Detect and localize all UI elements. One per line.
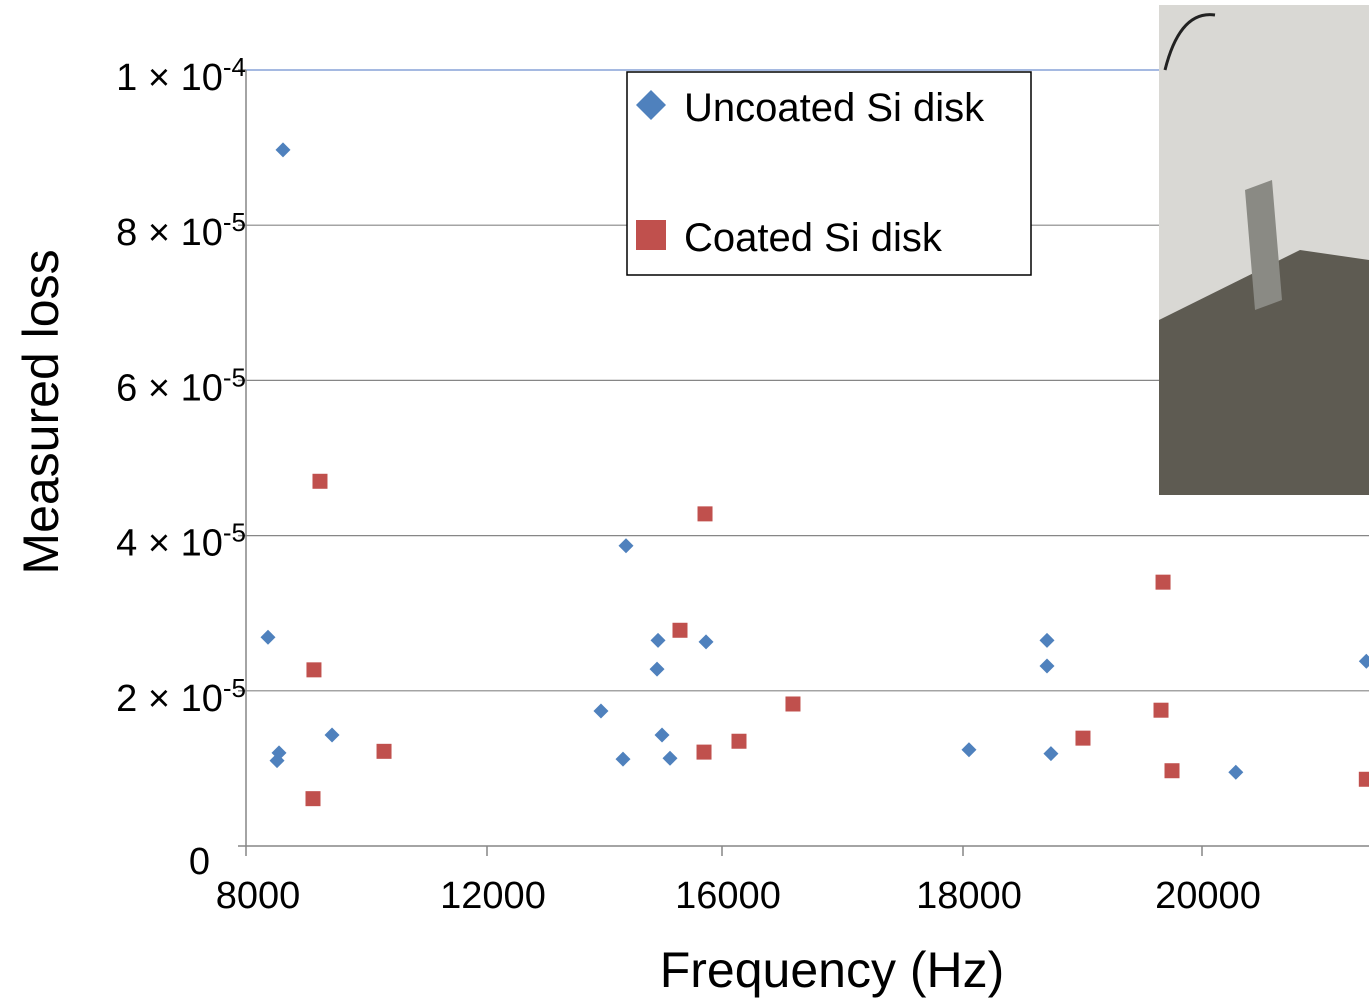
x-tick-label: 18000: [916, 875, 1022, 917]
x-tick-label: 8000: [216, 875, 301, 917]
legend-label: Uncoated Si disk: [684, 86, 985, 130]
legend: Uncoated Si disk Coated Si disk: [626, 71, 1032, 276]
point: [1039, 632, 1055, 648]
point: [731, 733, 747, 749]
point: [1358, 653, 1369, 669]
x-tick-label: 12000: [440, 875, 546, 917]
photo-block: [1159, 250, 1369, 495]
point: [662, 750, 678, 766]
legend-marker: [636, 90, 666, 120]
legend-marker: [636, 220, 666, 250]
grid: 0 2 × 10-5 4 × 10-5 6 × 10-5 8 × 10-5 1 × 10-…: [116, 52, 1369, 917]
point: [1153, 702, 1169, 718]
point: [1228, 764, 1244, 780]
point: [650, 632, 666, 648]
photo-plate: [1245, 180, 1282, 310]
point: [649, 661, 665, 677]
photo-wire: [1163, 13, 1216, 71]
point: [269, 753, 285, 769]
point: [593, 703, 609, 719]
point: [306, 662, 322, 678]
y-axis-title: Measured loss: [13, 249, 69, 574]
point: [698, 634, 714, 650]
point: [615, 751, 631, 767]
x-tick-label: 16000: [675, 875, 781, 917]
point: [1039, 658, 1055, 674]
point: [697, 506, 713, 522]
point: [785, 696, 801, 712]
point: [1075, 730, 1091, 746]
point: [1164, 763, 1180, 779]
x-tick-label: 20000: [1155, 875, 1261, 917]
legend-box: [626, 71, 1032, 276]
point: [618, 538, 634, 554]
legend-label: Coated Si disk: [684, 216, 943, 260]
point: [324, 727, 340, 743]
plot-area: [260, 142, 1369, 807]
point: [654, 727, 670, 743]
point: [1043, 746, 1059, 762]
point: [672, 622, 688, 638]
point: [376, 743, 392, 759]
point: [260, 629, 276, 645]
photo: [1159, 5, 1369, 495]
y-tick-label: 1 × 10-4: [116, 52, 246, 99]
point: [1155, 574, 1171, 590]
point: [961, 742, 977, 758]
y-tick-label: 0: [189, 841, 210, 883]
point: [696, 744, 712, 760]
y-tick-label: 4 × 10-5: [116, 518, 246, 565]
point: [1358, 771, 1369, 787]
y-tick-label: 8 × 10-5: [116, 207, 246, 254]
y-tick-label: 6 × 10-5: [116, 362, 246, 409]
point: [312, 473, 328, 489]
point: [305, 791, 321, 807]
point: [275, 142, 291, 158]
y-tick-label: 2 × 10-5: [116, 673, 246, 720]
x-axis-title: Frequency (Hz): [660, 942, 1005, 998]
